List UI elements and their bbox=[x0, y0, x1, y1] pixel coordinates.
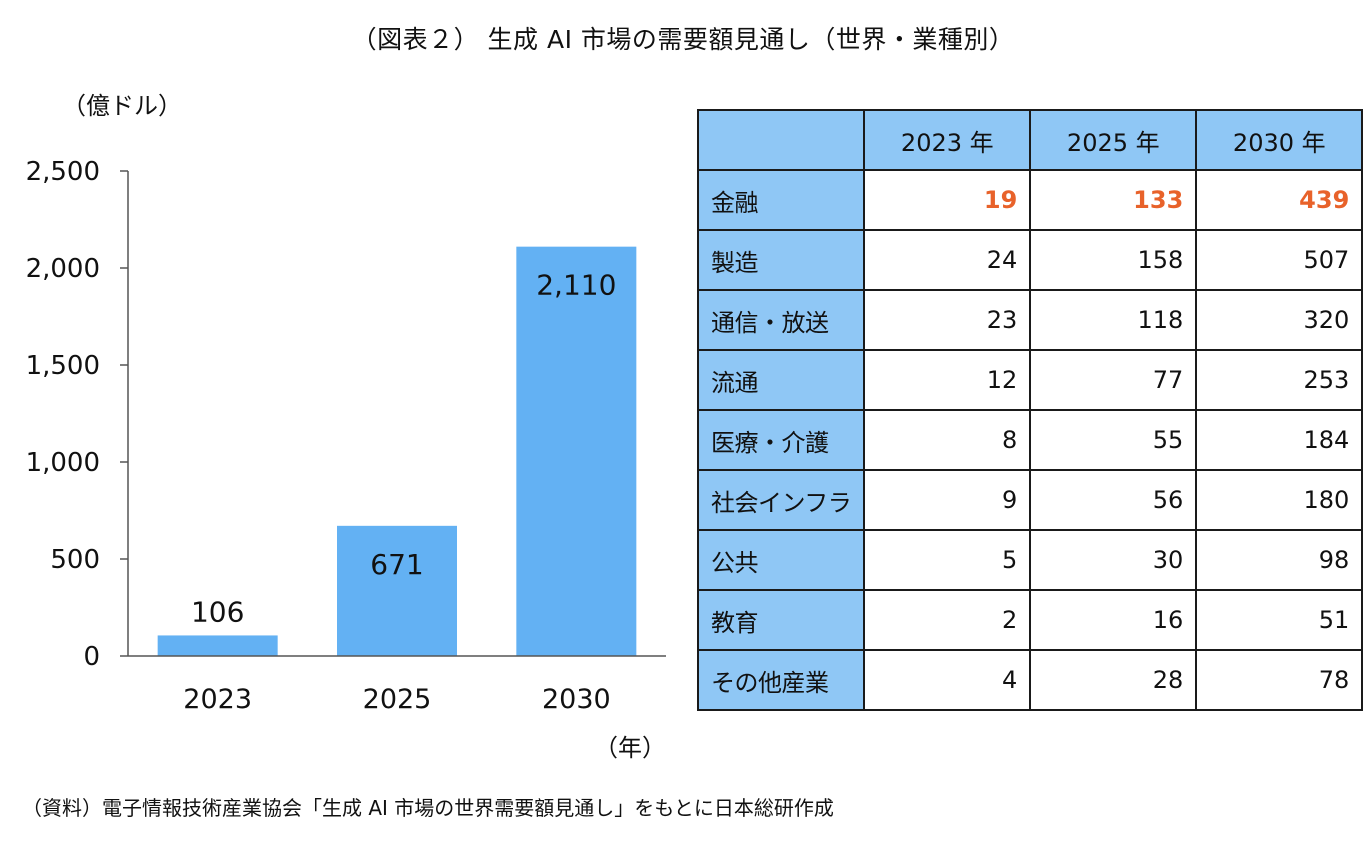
table-cell: 56 bbox=[1029, 469, 1198, 531]
y-tick-label: 2,500 bbox=[26, 157, 100, 187]
table-cell: 28 bbox=[1029, 649, 1198, 711]
chart-title: （図表２） 生成 AI 市場の需要額見通し（世界・業種別） bbox=[351, 25, 1015, 54]
table-row: 社会インフラ 9 56 180 bbox=[696, 469, 1364, 531]
table-row: 流通 12 77 253 bbox=[696, 349, 1364, 411]
row-label: 医療・介護 bbox=[696, 409, 866, 471]
table-row: 公共 5 30 98 bbox=[696, 529, 1364, 591]
x-axis-unit-label: （年） bbox=[594, 734, 666, 762]
x-tick-label: 2023 bbox=[183, 684, 252, 715]
row-label: 通信・放送 bbox=[696, 289, 866, 351]
table-cell: 30 bbox=[1029, 529, 1198, 591]
row-label: 流通 bbox=[696, 349, 866, 411]
table-cell: 9 bbox=[863, 469, 1032, 531]
x-tick-label: 2030 bbox=[542, 684, 611, 715]
y-tick-label: 2,000 bbox=[26, 254, 100, 284]
row-label: その他産業 bbox=[696, 649, 866, 711]
table-cell: 253 bbox=[1195, 349, 1364, 411]
table-row: 医療・介護 8 55 184 bbox=[696, 409, 1364, 471]
y-tick-label: 1,000 bbox=[26, 448, 100, 478]
bar-value-label: 106 bbox=[191, 595, 244, 628]
column-header: 2030 年 bbox=[1195, 109, 1364, 171]
table-cell: 4 bbox=[863, 649, 1032, 711]
table-cell: 439 bbox=[1195, 169, 1364, 231]
row-label: 金融 bbox=[696, 169, 866, 231]
y-tick-label: 0 bbox=[83, 642, 100, 672]
y-axis-unit-label: （億ドル） bbox=[62, 92, 182, 120]
table-cell: 55 bbox=[1029, 409, 1198, 471]
table-corner-cell bbox=[696, 109, 866, 171]
row-label: 社会インフラ bbox=[696, 469, 866, 531]
y-tick-label: 500 bbox=[50, 545, 100, 575]
bar bbox=[157, 635, 278, 656]
industry-table: 2023 年 2025 年 2030 年 金融 19 133 439 製造 24 158 50… bbox=[696, 109, 1364, 711]
bar-value-label: 2,110 bbox=[536, 269, 616, 302]
table-row: その他産業 4 28 78 bbox=[696, 649, 1364, 711]
table-row: 教育 2 16 51 bbox=[696, 589, 1364, 651]
table-cell: 133 bbox=[1029, 169, 1198, 231]
table-cell: 51 bbox=[1195, 589, 1364, 651]
bar-value-label: 671 bbox=[370, 548, 423, 581]
table-cell: 24 bbox=[863, 229, 1032, 291]
row-label: 製造 bbox=[696, 229, 866, 291]
table-cell: 77 bbox=[1029, 349, 1198, 411]
table-cell: 78 bbox=[1195, 649, 1364, 711]
table-cell: 320 bbox=[1195, 289, 1364, 351]
table-cell: 98 bbox=[1195, 529, 1364, 591]
x-tick-label: 2025 bbox=[363, 684, 432, 715]
table-cell: 118 bbox=[1029, 289, 1198, 351]
bar bbox=[516, 246, 637, 656]
table-header-row: 2023 年 2025 年 2030 年 bbox=[696, 109, 1364, 171]
column-header: 2023 年 bbox=[863, 109, 1032, 171]
table-row: 製造 24 158 507 bbox=[696, 229, 1364, 291]
y-tick-label: 1,500 bbox=[26, 351, 100, 381]
table-cell: 5 bbox=[863, 529, 1032, 591]
table-cell: 12 bbox=[863, 349, 1032, 411]
table-cell: 8 bbox=[863, 409, 1032, 471]
row-label: 公共 bbox=[696, 529, 866, 591]
table-cell: 184 bbox=[1195, 409, 1364, 471]
table-cell: 2 bbox=[863, 589, 1032, 651]
source-note: （資料）電子情報技術産業協会「生成 AI 市場の世界需要額見通し」をもとに日本総… bbox=[22, 796, 834, 820]
table-row: 金融 19 133 439 bbox=[696, 169, 1364, 231]
table-cell: 19 bbox=[863, 169, 1032, 231]
bar-chart: 0 500 1,000 1,500 2,000 2,500 106 2023 671 2025 2,… bbox=[26, 157, 666, 715]
table-cell: 23 bbox=[863, 289, 1032, 351]
column-header: 2025 年 bbox=[1029, 109, 1198, 171]
table-row: 通信・放送 23 118 320 bbox=[696, 289, 1364, 351]
bar bbox=[337, 525, 457, 656]
table-cell: 507 bbox=[1195, 229, 1364, 291]
row-label: 教育 bbox=[696, 589, 866, 651]
table-cell: 16 bbox=[1029, 589, 1198, 651]
table-cell: 158 bbox=[1029, 229, 1198, 291]
table-cell: 180 bbox=[1195, 469, 1364, 531]
